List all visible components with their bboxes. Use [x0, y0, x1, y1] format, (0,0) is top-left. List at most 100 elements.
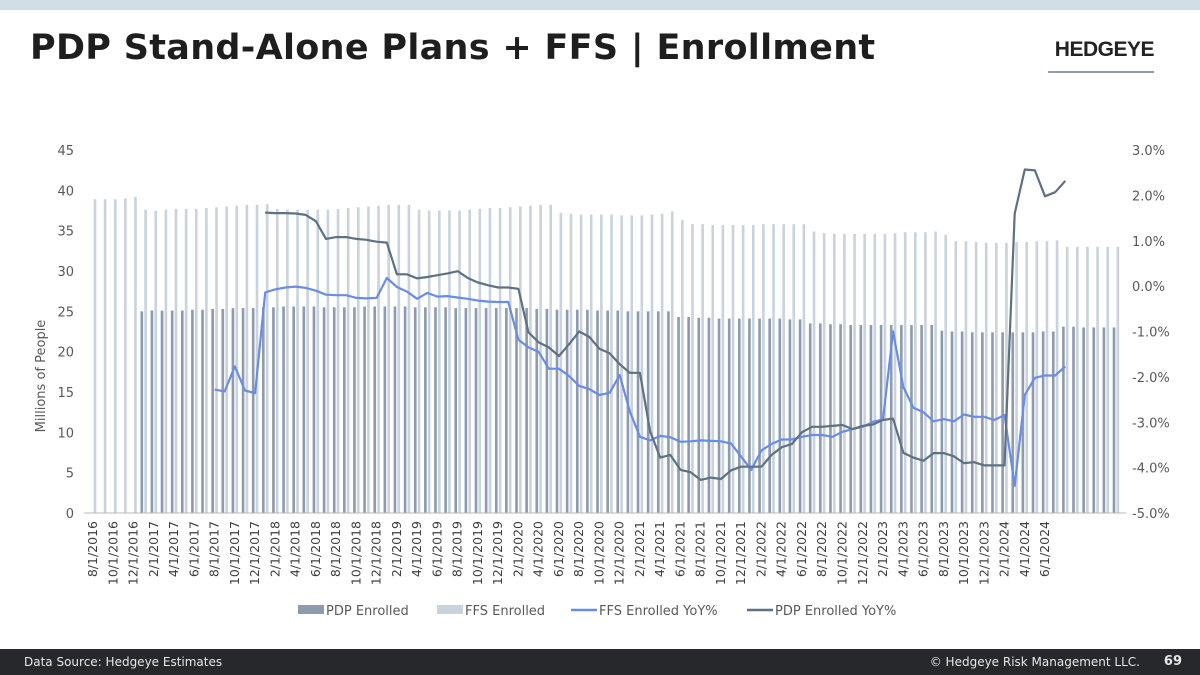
ffs-bar [336, 208, 340, 514]
ffs-bar [660, 213, 664, 513]
y-axis-title: Millions of People [34, 320, 49, 433]
pdp-bar [616, 310, 620, 513]
pdp-bar [1011, 332, 1015, 513]
x-tick-label: 10/1/2023 [956, 521, 971, 585]
ffs-bar [1015, 241, 1018, 513]
x-tick-label: 10/1/2020 [591, 521, 606, 585]
y2-tick-label: -1.0% [1132, 326, 1170, 341]
ffs-bar [468, 209, 472, 513]
ffs-bar [498, 208, 502, 513]
ffs-bar [93, 199, 97, 513]
pdp-bar [829, 324, 832, 513]
pdp-bar [586, 309, 589, 513]
ffs-bar [589, 214, 593, 514]
pdp-bar [555, 309, 559, 513]
legend-label: PDP Enrolled YoY% [775, 604, 896, 619]
ffs-bar [843, 233, 846, 514]
x-tick-label: 2/1/2022 [753, 521, 768, 577]
ffs-bar [984, 242, 988, 513]
x-tick-label: 6/1/2019 [429, 521, 444, 577]
pdp-bar [717, 318, 721, 513]
x-tick-label: 4/1/2018 [288, 521, 303, 577]
ffs-bar [103, 199, 107, 513]
ffs-bar [640, 215, 644, 513]
pdp-bar [535, 308, 539, 513]
ffs-bar [559, 212, 563, 514]
pdp-bar [687, 316, 690, 513]
pdp-bar [565, 309, 569, 513]
pdp-bar [1001, 332, 1004, 513]
x-tick-label: 12/1/2021 [733, 521, 748, 585]
pdp-bar [383, 306, 387, 513]
pdp-bar [798, 319, 802, 513]
pdp-bar [677, 316, 680, 513]
ffs-bar [822, 233, 826, 513]
ffs-bar [934, 231, 937, 513]
ffs-bar [762, 224, 765, 514]
ffs-bar [387, 204, 390, 513]
ffs-yoy-line-group [214, 276, 1067, 487]
ffs-bar [397, 204, 401, 513]
x-tick-label: 6/1/2018 [308, 521, 323, 577]
ffs-bar [529, 205, 532, 513]
x-tick-label: 2/1/2023 [875, 521, 890, 577]
ffs-bar [519, 206, 522, 513]
legend-swatch [298, 605, 324, 614]
x-tick-label: 2/1/2024 [997, 521, 1012, 577]
x-tick-label: 8/1/2017 [207, 521, 222, 577]
logo-underline [1048, 71, 1154, 73]
pdp-bar [727, 318, 731, 513]
pdp-bar [454, 308, 458, 513]
ffs-bar [437, 210, 441, 513]
ffs-bar [741, 225, 745, 513]
ffs-bars [93, 196, 1120, 514]
pdp-bar [748, 318, 751, 513]
ffs-bar [296, 209, 299, 513]
x-tick-label: 12/1/2022 [855, 521, 870, 585]
ffs-bar [174, 208, 178, 514]
x-tick-label: 10/1/2019 [470, 521, 485, 585]
ffs-bar [1055, 240, 1059, 513]
ffs-bar [1076, 246, 1079, 514]
y-tick-label: 0 [66, 507, 74, 522]
x-tick-label: 8/1/2020 [571, 521, 586, 577]
y-tick-label: 40 [57, 184, 74, 199]
page-title: PDP Stand-Alone Plans + FFS | Enrollment [30, 28, 876, 68]
y2-tick-label: -4.0% [1132, 462, 1170, 477]
pdp-bar [1092, 327, 1096, 513]
ffs-bar [701, 224, 704, 514]
x-tick-label: 8/1/2016 [85, 521, 100, 577]
pdp-bar [403, 306, 407, 513]
x-tick-label: 10/1/2018 [348, 521, 363, 585]
y-tick-label: 35 [57, 225, 74, 240]
x-tick-label: 4/1/2019 [409, 521, 424, 577]
ffs-bar [924, 232, 927, 513]
x-tick-label: 12/1/2016 [126, 521, 141, 585]
ffs-bar [245, 204, 249, 513]
pdp-bar [292, 306, 296, 513]
pdp-bar [160, 310, 164, 513]
ffs-bar [903, 232, 907, 513]
pdp-bar [231, 308, 235, 513]
pdp-bar [839, 324, 842, 513]
ffs-bar [407, 204, 411, 513]
pdp-bar [191, 309, 194, 513]
ffs-bar [113, 199, 117, 513]
ffs-bar [630, 215, 634, 513]
top-accent-bar [0, 0, 1200, 10]
x-tick-label: 4/1/2021 [652, 521, 667, 577]
x-tick-label: 8/1/2022 [814, 521, 829, 577]
x-tick-label: 10/1/2017 [227, 521, 242, 585]
y2-tick-label: -2.0% [1132, 371, 1170, 386]
ffs-bar [448, 210, 451, 513]
pdp-bar [991, 332, 994, 513]
pdp-bar [758, 318, 761, 513]
y-tick-label: 45 [57, 144, 74, 159]
ffs-bar [1096, 246, 1099, 514]
ffs-bar [316, 209, 320, 513]
y-tick-label: 10 [57, 426, 74, 441]
ffs-bar [863, 233, 866, 514]
ffs-bar [488, 208, 492, 513]
pdp-bar [180, 310, 184, 513]
ffs-bar [782, 224, 785, 514]
